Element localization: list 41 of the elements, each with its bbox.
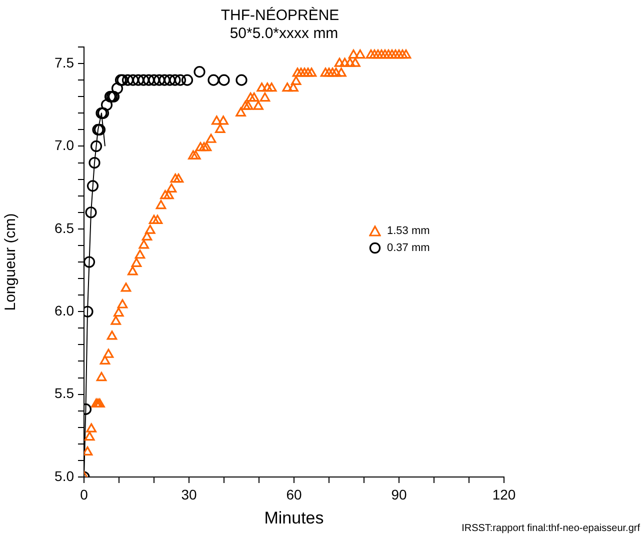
legend-label: 1.53 mm (387, 224, 430, 236)
x-axis-title: Minutes (264, 508, 324, 528)
text: IRSST:rapport final:thf-neo-epaisseur.grf (462, 523, 640, 534)
x-tick-label: 0 (80, 486, 88, 502)
point (194, 66, 206, 78)
point (153, 74, 166, 86)
point (127, 74, 139, 86)
point (90, 140, 102, 152)
x-tick-label: 30 (181, 486, 197, 502)
point (86, 180, 99, 192)
point (88, 156, 100, 169)
legend-label: 0.37 mm (387, 242, 430, 254)
chart-title: THF-NÉOPRÈNE (220, 6, 340, 24)
point (85, 206, 97, 218)
point (84, 256, 96, 268)
point (158, 74, 170, 86)
y-tick-label: 5.0 (54, 468, 74, 484)
point (132, 74, 144, 86)
x-tick-label: 90 (391, 486, 407, 502)
point (169, 74, 181, 86)
point (138, 74, 150, 86)
point (174, 74, 186, 86)
y-axis-title: Longueur (cm) (2, 213, 20, 311)
y-tick-label: 7.5 (54, 54, 74, 70)
chart-subtitle: 50*5.0*xxxx mm (230, 25, 338, 42)
point (164, 74, 176, 86)
point (148, 74, 160, 86)
point (122, 74, 134, 86)
x-tick-label: 120 (492, 486, 516, 502)
y-tick-label: 5.5 (54, 385, 74, 402)
y-tick-label: 6.5 (54, 220, 74, 236)
y-tick-label: 7.0 (54, 137, 74, 154)
point (181, 74, 194, 86)
point (218, 74, 230, 86)
point (208, 74, 220, 86)
point (111, 82, 124, 94)
point (236, 74, 248, 86)
point (142, 74, 155, 86)
point (100, 99, 113, 111)
y-tick-label: 6.0 (54, 302, 74, 318)
x-tick-label: 60 (286, 486, 302, 502)
